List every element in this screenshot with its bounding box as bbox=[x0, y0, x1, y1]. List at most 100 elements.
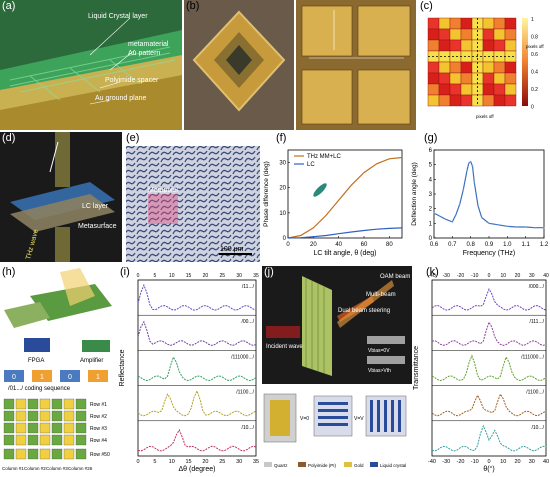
y-tick-label: 10 bbox=[279, 211, 286, 217]
heatmap-cell bbox=[438, 83, 451, 96]
coding-label: /10.../ bbox=[531, 425, 544, 431]
coding-cell bbox=[63, 398, 75, 410]
x-axis-label: θ(°) bbox=[483, 465, 494, 473]
heatmap-cell bbox=[438, 72, 451, 85]
x-tick-label: 10 bbox=[169, 459, 175, 465]
data-point bbox=[477, 204, 479, 207]
data-point bbox=[433, 212, 435, 214]
label-pixels-off-col: pixels off bbox=[476, 114, 494, 119]
panel-c: 1 0.8 0.6 0.4 0.2 0 pixels off pixels off (c) bbox=[418, 0, 550, 130]
y-tick-label: 6 bbox=[429, 148, 433, 154]
x-tick-label: 0 bbox=[487, 459, 490, 465]
heatmap-cell bbox=[482, 72, 495, 85]
label-amplifier: Amplifier bbox=[80, 358, 103, 364]
data-point bbox=[468, 162, 470, 164]
coding-cell bbox=[15, 422, 27, 434]
coding-label: /1100.../ bbox=[526, 390, 544, 396]
x-tick-label: -20 bbox=[457, 459, 465, 465]
label-v0: V=0 bbox=[300, 416, 309, 422]
legend-liquid-crystal: Liquid crystal bbox=[380, 463, 406, 468]
coding-cell bbox=[39, 410, 51, 422]
scale-bar: 100 μm bbox=[220, 246, 244, 253]
coding-cell bbox=[39, 448, 51, 460]
panel-b: (b) bbox=[184, 0, 416, 130]
x-tick-label: -10 bbox=[471, 459, 479, 465]
col-1-label: Column #1 bbox=[2, 466, 24, 471]
panel-j-tag: (j) bbox=[264, 266, 274, 278]
heatmap-cell bbox=[449, 83, 462, 96]
heatmap-cell bbox=[460, 28, 473, 41]
heatmap-cell bbox=[438, 39, 451, 52]
coding-label: /000.../ bbox=[529, 284, 545, 290]
y-tick-label: 2 bbox=[429, 207, 433, 213]
x-tick-label-top: -30 bbox=[443, 273, 450, 279]
heatmap-cell bbox=[427, 83, 440, 96]
heatmap-cell bbox=[449, 61, 462, 74]
coding-cell bbox=[51, 410, 63, 422]
heatmap-cell bbox=[449, 39, 462, 52]
coding-cell bbox=[63, 434, 75, 446]
heatmap-cell bbox=[460, 72, 473, 85]
label-lc-layer: Liquid Crystal layer bbox=[88, 13, 148, 20]
heatmap-cell bbox=[449, 94, 462, 107]
heatmap-cell bbox=[504, 50, 517, 63]
heatmap-cell bbox=[460, 94, 473, 107]
legend-mm-lc: THz MM+LC bbox=[307, 154, 342, 160]
panel-a: Liquid Crystal layer metamaterial Au pat… bbox=[0, 0, 182, 130]
x-tick-label-top: 30 bbox=[236, 273, 242, 279]
col-26-label: Column #26 bbox=[68, 466, 93, 471]
row-3-label: Row #3 bbox=[90, 426, 107, 432]
coding-cell bbox=[63, 410, 75, 422]
row-1-label: Row #1 bbox=[90, 402, 107, 408]
coding-cell bbox=[39, 434, 51, 446]
plot-frame bbox=[431, 279, 547, 457]
plot-frame bbox=[433, 149, 545, 239]
y-tick-label: 1 bbox=[429, 221, 433, 227]
coding-heatmap: 1 0.8 0.6 0.4 0.2 0 pixels off pixels off bbox=[427, 17, 544, 119]
x-tick-label-top: 35 bbox=[253, 273, 259, 279]
heatmap-cell bbox=[427, 94, 440, 107]
panel-f-tag: (f) bbox=[276, 132, 287, 144]
y-tick-label: 5 bbox=[429, 163, 433, 169]
panel-i: 0 0 5 5 10 10 15 15 20 20 25 25 30 30 35 35 Δθ (degree) R… bbox=[118, 266, 260, 477]
y-tick-label: 20 bbox=[279, 186, 286, 192]
label-dual-beam: Dual beam steering bbox=[338, 308, 390, 314]
x-tick-label-top: 20 bbox=[203, 273, 209, 279]
x-tick-label: 1.2 bbox=[540, 242, 549, 248]
heatmap-cell bbox=[504, 61, 517, 74]
coding-cell bbox=[51, 398, 63, 410]
y-axis-label: Deflection angle (deg) bbox=[411, 162, 418, 226]
bit-2: 1 bbox=[40, 374, 44, 381]
x-tick-label: 0 bbox=[136, 459, 139, 465]
x-tick-label: 10 bbox=[500, 459, 506, 465]
heatmap-cell bbox=[438, 17, 451, 30]
plot-frame bbox=[287, 149, 403, 239]
data-point bbox=[515, 226, 518, 228]
heatmap-cell bbox=[449, 17, 462, 30]
data-point bbox=[458, 203, 461, 206]
beam-steering-diagram: OAM beam Multi-beam Dual beam steering I… bbox=[262, 266, 412, 468]
spectrum-line bbox=[431, 354, 547, 382]
panel-g: 0.6 0.7 0.8 0.9 1.0 1.1 1.2 0 1 2 3 4 5 6 Frequency (T… bbox=[410, 132, 550, 262]
x-tick-label-top: 25 bbox=[220, 273, 226, 279]
label-metamaterial: metamaterial bbox=[128, 41, 169, 48]
legend-lc: LC bbox=[307, 162, 315, 168]
heatmap-cell bbox=[427, 28, 440, 41]
heatmap-cell bbox=[460, 39, 473, 52]
metamaterial-layer-render: Liquid Crystal layer metamaterial Au pat… bbox=[0, 0, 182, 130]
spectrum-line bbox=[137, 389, 257, 417]
colorbar-tick: 0.6 bbox=[531, 52, 538, 58]
x-tick-label-top: 10 bbox=[169, 273, 175, 279]
row-2-label: Row #2 bbox=[90, 414, 107, 420]
x-tick-label: 0.6 bbox=[430, 242, 439, 248]
x-tick-label-top: -40 bbox=[428, 273, 435, 279]
heatmap-cell bbox=[504, 39, 517, 52]
row-50-label: Row #50 bbox=[90, 452, 110, 458]
x-tick-label: 60 bbox=[361, 242, 368, 248]
legend-gold: Gold bbox=[354, 463, 364, 468]
label-metasurface: Metasurface bbox=[78, 223, 117, 230]
chip-photo bbox=[184, 0, 416, 130]
data-point bbox=[506, 225, 509, 228]
panel-i-tag: (i) bbox=[120, 266, 130, 278]
label-pixels-off-row: pixels off bbox=[526, 44, 544, 49]
